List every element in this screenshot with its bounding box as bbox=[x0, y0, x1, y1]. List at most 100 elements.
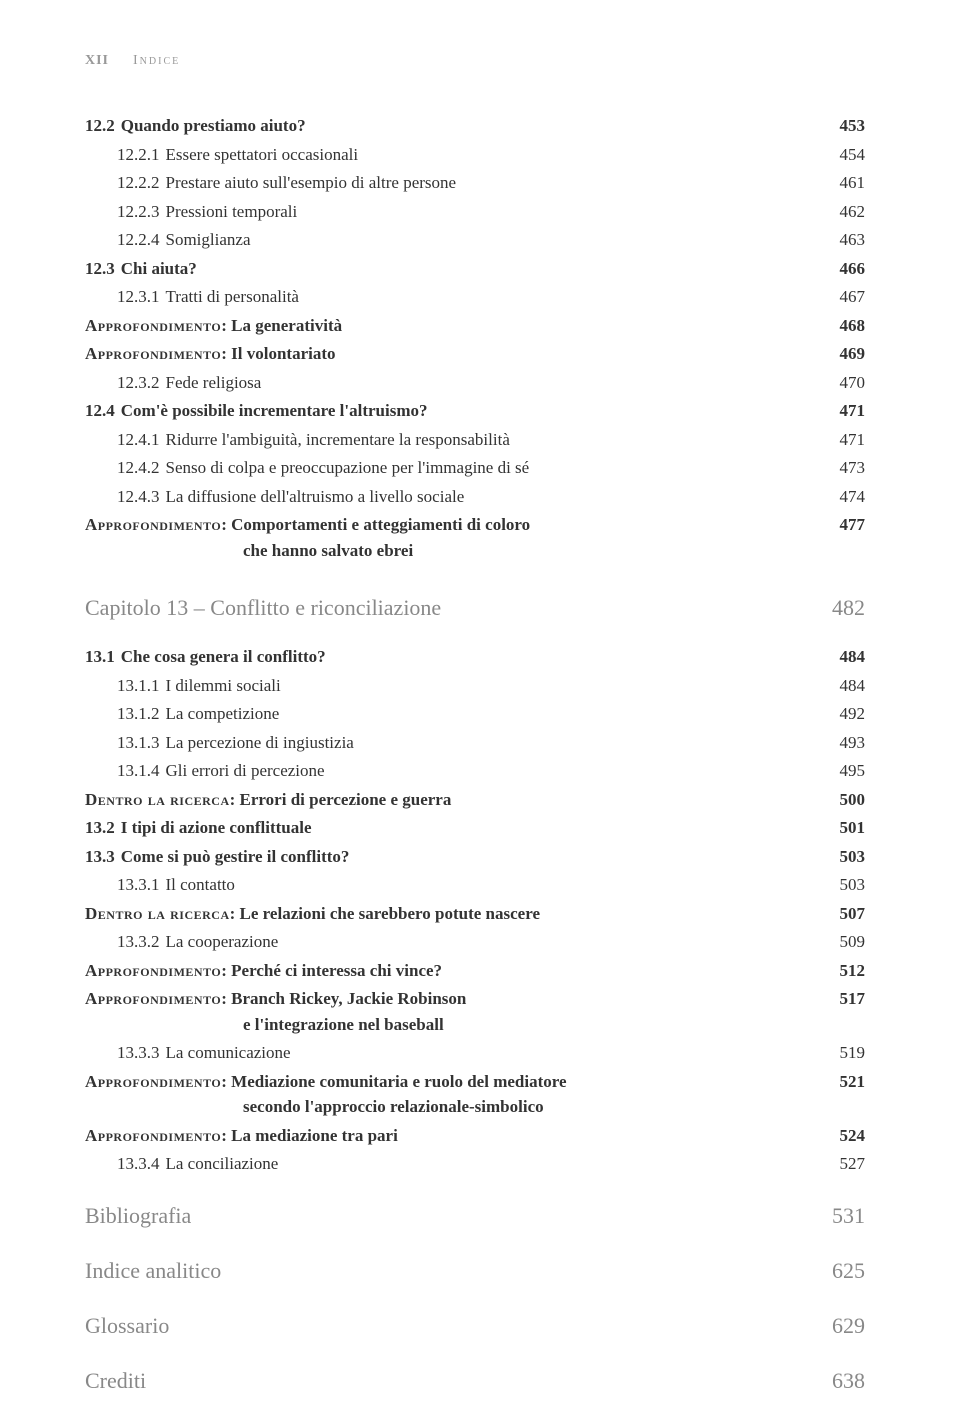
toc-entry: 13.1.3La percezione di ingiustizia493 bbox=[85, 730, 865, 756]
entry-page: 638 bbox=[825, 1364, 865, 1397]
toc-entry: 13.1Che cosa genera il conflitto?484 bbox=[85, 644, 865, 670]
entry-label: 12.2.2Prestare aiuto sull'esempio di alt… bbox=[117, 170, 825, 196]
toc-entry: 13.3.4La conciliazione527 bbox=[85, 1151, 865, 1177]
toc-entry: 12.2.2Prestare aiuto sull'esempio di alt… bbox=[85, 170, 865, 196]
entry-label: 12.4.2Senso di colpa e preoccupazione pe… bbox=[117, 455, 825, 481]
toc-entry: 13.1.2La competizione492 bbox=[85, 701, 865, 727]
entry-label: 12.3Chi aiuta? bbox=[85, 256, 825, 282]
entry-label: 12.3.1Tratti di personalità bbox=[117, 284, 825, 310]
toc-entry: Approfondimento: Perché ci interessa chi… bbox=[85, 958, 865, 984]
entry-page: 461 bbox=[825, 170, 865, 196]
entry-label: 13.1.4Gli errori di percezione bbox=[117, 758, 825, 784]
entry-page: 625 bbox=[825, 1254, 865, 1287]
entry-label: 13.1.3La percezione di ingiustizia bbox=[117, 730, 825, 756]
entry-page: 468 bbox=[825, 313, 865, 339]
entry-page: 503 bbox=[825, 844, 865, 870]
entry-page: 507 bbox=[825, 901, 865, 927]
toc-entry: 12.3.2Fede religiosa470 bbox=[85, 370, 865, 396]
toc-entry: Approfondimento: La generatività468 bbox=[85, 313, 865, 339]
toc-entry: 12.4.1Ridurre l'ambiguità, incrementare … bbox=[85, 427, 865, 453]
entry-page: 462 bbox=[825, 199, 865, 225]
entry-page: 509 bbox=[825, 929, 865, 955]
entry-page: 629 bbox=[825, 1309, 865, 1342]
toc-entry: 12.4.3La diffusione dell'altruismo a liv… bbox=[85, 484, 865, 510]
toc-entry: 12.4Com'è possibile incrementare l'altru… bbox=[85, 398, 865, 424]
entry-label: 12.2.1Essere spettatori occasionali bbox=[117, 142, 825, 168]
entry-page: 503 bbox=[825, 872, 865, 898]
entry-page: 524 bbox=[825, 1123, 865, 1149]
entry-label: 13.3.4La conciliazione bbox=[117, 1151, 825, 1177]
toc-entry: Glossario629 bbox=[85, 1309, 865, 1342]
entry-label: Bibliografia bbox=[85, 1199, 825, 1232]
entry-label: Approfondimento: La generatività bbox=[85, 313, 825, 339]
entry-page: 471 bbox=[825, 427, 865, 453]
entry-label: 12.4.3La diffusione dell'altruismo a liv… bbox=[117, 484, 825, 510]
entry-label: 13.2I tipi di azione conflittuale bbox=[85, 815, 825, 841]
toc-entry: Dentro la ricerca: Le relazioni che sare… bbox=[85, 901, 865, 927]
toc-entry: 12.2.1Essere spettatori occasionali454 bbox=[85, 142, 865, 168]
toc-entry: Indice analitico625 bbox=[85, 1254, 865, 1287]
entry-label: Dentro la ricerca: Errori di percezione … bbox=[85, 787, 825, 813]
page-header: XII Indice bbox=[85, 50, 865, 71]
entry-page: 495 bbox=[825, 758, 865, 784]
entry-label: 12.2Quando prestiamo aiuto? bbox=[85, 113, 825, 139]
entry-label: 12.2.3Pressioni temporali bbox=[117, 199, 825, 225]
entry-page: 469 bbox=[825, 341, 865, 367]
entry-page: 470 bbox=[825, 370, 865, 396]
entry-label: Dentro la ricerca: Le relazioni che sare… bbox=[85, 901, 825, 927]
toc-entry: 13.3.2La cooperazione509 bbox=[85, 929, 865, 955]
toc-entry: 12.2.4Somiglianza463 bbox=[85, 227, 865, 253]
entry-page: 501 bbox=[825, 815, 865, 841]
entry-page: 463 bbox=[825, 227, 865, 253]
toc-entry: Approfondimento: Il volontariato469 bbox=[85, 341, 865, 367]
entry-label: Approfondimento: Comportamenti e atteggi… bbox=[85, 512, 825, 563]
entry-page: 519 bbox=[825, 1040, 865, 1066]
entry-page: 467 bbox=[825, 284, 865, 310]
entry-label: 12.3.2Fede religiosa bbox=[117, 370, 825, 396]
entry-label: Approfondimento: Il volontariato bbox=[85, 341, 825, 367]
entry-label: 13.1.2La competizione bbox=[117, 701, 825, 727]
entry-page: 517 bbox=[825, 986, 865, 1012]
table-of-contents: 12.2Quando prestiamo aiuto?45312.2.1Esse… bbox=[85, 113, 865, 1397]
entry-page: 500 bbox=[825, 787, 865, 813]
entry-label: Approfondimento: Branch Rickey, Jackie R… bbox=[85, 986, 825, 1037]
entry-page: 521 bbox=[825, 1069, 865, 1095]
entry-label: 13.1.1I dilemmi sociali bbox=[117, 673, 825, 699]
entry-label: 12.2.4Somiglianza bbox=[117, 227, 825, 253]
toc-entry: 13.2I tipi di azione conflittuale501 bbox=[85, 815, 865, 841]
entry-label: Glossario bbox=[85, 1309, 825, 1342]
page-number-roman: XII bbox=[85, 50, 109, 71]
entry-page: 477 bbox=[825, 512, 865, 538]
entry-page: 484 bbox=[825, 644, 865, 670]
toc-entry: 13.3Come si può gestire il conflitto?503 bbox=[85, 844, 865, 870]
toc-entry: Bibliografia531 bbox=[85, 1199, 865, 1232]
toc-entry: 12.2.3Pressioni temporali462 bbox=[85, 199, 865, 225]
toc-entry: Approfondimento: La mediazione tra pari5… bbox=[85, 1123, 865, 1149]
toc-entry: Capitolo 13 – Conflitto e riconciliazion… bbox=[85, 591, 865, 624]
entry-label: Approfondimento: Mediazione comunitaria … bbox=[85, 1069, 825, 1120]
entry-page: 493 bbox=[825, 730, 865, 756]
entry-label: 13.3Come si può gestire il conflitto? bbox=[85, 844, 825, 870]
entry-page: 527 bbox=[825, 1151, 865, 1177]
entry-page: 492 bbox=[825, 701, 865, 727]
toc-entry: Crediti638 bbox=[85, 1364, 865, 1397]
toc-entry: 13.1.1I dilemmi sociali484 bbox=[85, 673, 865, 699]
toc-entry: 12.2Quando prestiamo aiuto?453 bbox=[85, 113, 865, 139]
entry-page: 474 bbox=[825, 484, 865, 510]
entry-label: 12.4Com'è possibile incrementare l'altru… bbox=[85, 398, 825, 424]
entry-page: 453 bbox=[825, 113, 865, 139]
toc-entry: Approfondimento: Branch Rickey, Jackie R… bbox=[85, 986, 865, 1037]
entry-label: 13.3.1Il contatto bbox=[117, 872, 825, 898]
entry-label: Crediti bbox=[85, 1364, 825, 1397]
entry-page: 512 bbox=[825, 958, 865, 984]
toc-entry: Approfondimento: Mediazione comunitaria … bbox=[85, 1069, 865, 1120]
entry-label: 13.1Che cosa genera il conflitto? bbox=[85, 644, 825, 670]
entry-page: 473 bbox=[825, 455, 865, 481]
toc-entry: 12.4.2Senso di colpa e preoccupazione pe… bbox=[85, 455, 865, 481]
entry-page: 482 bbox=[825, 591, 865, 624]
toc-entry: 13.3.1Il contatto503 bbox=[85, 872, 865, 898]
toc-entry: Approfondimento: Comportamenti e atteggi… bbox=[85, 512, 865, 563]
entry-page: 454 bbox=[825, 142, 865, 168]
entry-label: 13.3.3La comunicazione bbox=[117, 1040, 825, 1066]
toc-entry: 12.3.1Tratti di personalità467 bbox=[85, 284, 865, 310]
